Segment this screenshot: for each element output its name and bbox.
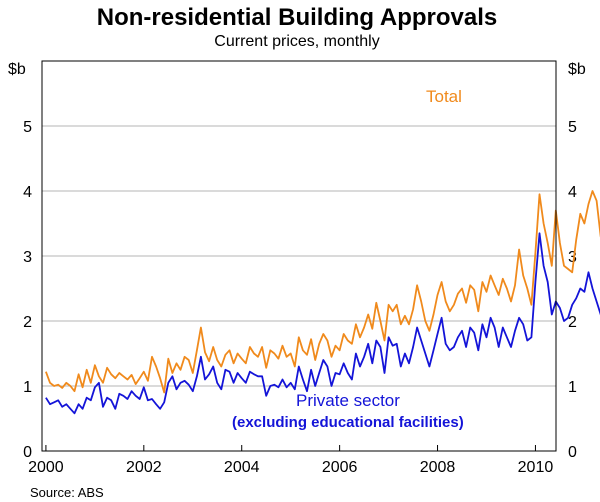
y-tick-label-left: 5 xyxy=(23,119,32,136)
y-tick-label-left: 4 xyxy=(23,184,32,201)
y-tick-label-right: 3 xyxy=(568,249,577,266)
y-tick-label-right: 5 xyxy=(568,119,577,136)
y-tick-label-left: 0 xyxy=(23,444,32,461)
series-label-private-line1: Private sector xyxy=(296,391,400,410)
gridlines xyxy=(42,125,556,387)
y-tick-label-left: 2 xyxy=(23,314,32,331)
x-tick-label: 2002 xyxy=(126,459,162,476)
y-tick-label-right: 1 xyxy=(568,379,577,396)
y-ticks-right: 0 1 2 3 4 5 xyxy=(568,119,577,461)
y-tick-label-left: 3 xyxy=(23,249,32,266)
x-tick-label: 2006 xyxy=(322,459,358,476)
series-label-private-line2: (excluding educational facilities) xyxy=(232,414,464,431)
chart-title: Non-residential Building Approvals xyxy=(97,4,497,31)
y-ticks-left: 0 1 2 3 4 5 xyxy=(23,119,32,461)
series-line-total xyxy=(45,190,600,394)
y-tick-label-left: 1 xyxy=(23,379,32,396)
y-tick-label-right: 2 xyxy=(568,314,577,331)
x-tick-label: 2000 xyxy=(28,459,64,476)
chart-subtitle: Current prices, monthly xyxy=(214,33,379,50)
y-unit-left: $b xyxy=(8,61,26,78)
x-tick-label: 2008 xyxy=(420,459,456,476)
series-line-private xyxy=(45,232,600,415)
y-unit-right: $b xyxy=(568,61,586,78)
plot-frame xyxy=(41,60,557,452)
x-tick-label: 2010 xyxy=(518,459,554,476)
y-tick-label-right: 4 xyxy=(568,184,577,201)
y-tick-label-right: 0 xyxy=(568,444,577,461)
source-note: Source: ABS xyxy=(30,485,104,500)
x-tick-label: 2004 xyxy=(224,459,260,476)
series-label-total: Total xyxy=(426,87,462,106)
x-ticks: 2000 2002 2004 2006 2008 2010 xyxy=(28,445,553,476)
